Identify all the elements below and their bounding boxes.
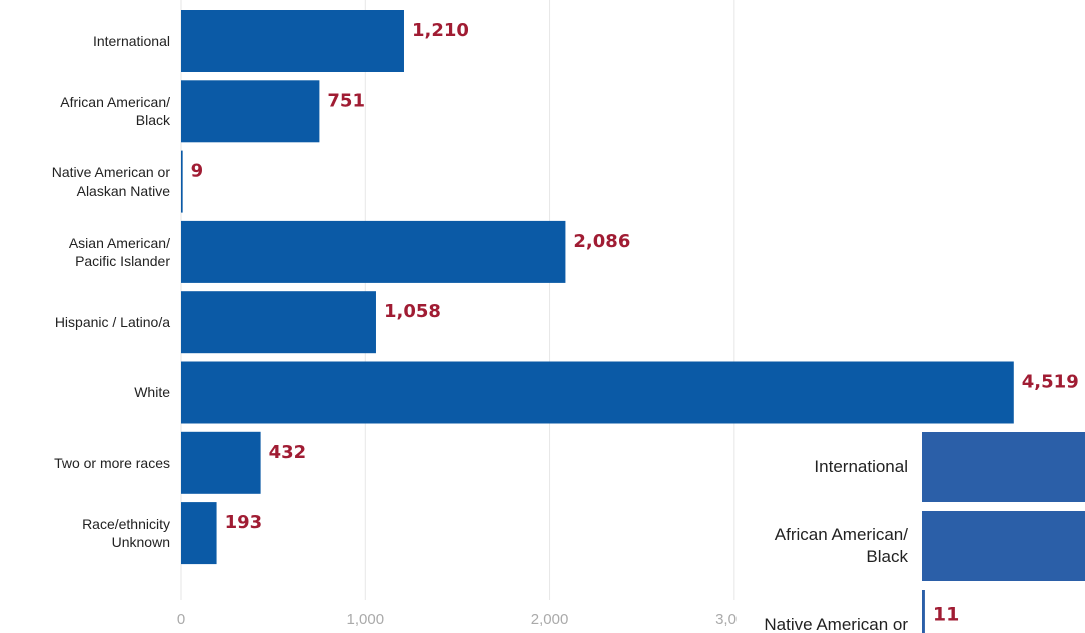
y-tick-label: Native American or Alaskan Native: [51, 164, 170, 199]
value-label: 2,086: [573, 231, 630, 252]
y-tick-label: Hispanic / Latino/a: [54, 314, 170, 331]
y-tick-label: White: [134, 384, 170, 401]
value-label: 432: [269, 442, 307, 463]
value-label: 1,058: [384, 301, 441, 322]
y-tick-label: African American/ Black: [774, 524, 908, 566]
bar: [181, 80, 320, 143]
y-tick-label: African American/ Black: [60, 94, 170, 129]
value-label: 1,210: [412, 20, 469, 41]
x-tick-label: 2,000: [531, 611, 569, 628]
bar: [181, 431, 261, 494]
value-label: 9: [191, 161, 204, 182]
x-tick-label: 0: [177, 611, 185, 628]
value-label: 751: [327, 90, 365, 111]
y-tick-label: Asian American/ Pacific Islander: [68, 234, 170, 269]
value-label: 11: [933, 604, 959, 626]
y-tick-label: Race/ethnicity Unknown: [82, 515, 170, 551]
value-label: 193: [225, 512, 263, 533]
bar: [922, 511, 1085, 581]
bar: [181, 10, 404, 72]
bar: [181, 502, 217, 565]
bar: [922, 590, 925, 633]
bar: [181, 361, 1014, 424]
value-label: 4,519: [1022, 372, 1079, 393]
y-tick-label: Native American or: [764, 614, 908, 633]
y-tick-label: Two or more races: [54, 454, 170, 471]
bar: [181, 291, 376, 354]
y-tick-label: International: [814, 456, 908, 476]
bar: [181, 150, 183, 213]
bar: [181, 220, 566, 283]
x-tick-label: 1,000: [347, 611, 385, 628]
bar: [922, 432, 1085, 502]
y-tick-label: International: [92, 32, 170, 49]
